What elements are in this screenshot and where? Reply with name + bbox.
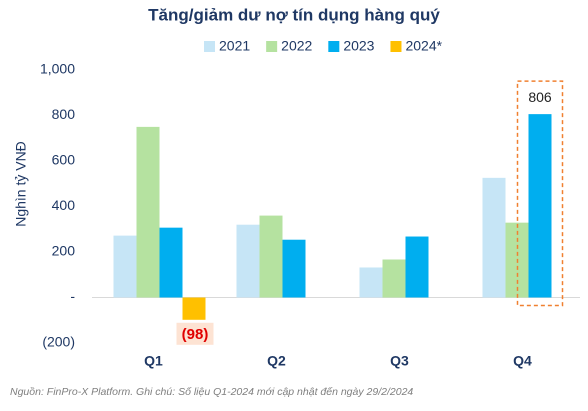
legend-swatch — [328, 41, 340, 52]
data-label: (98) — [182, 326, 209, 343]
data-label: 806 — [528, 89, 552, 105]
bar — [136, 126, 160, 298]
label-bg — [176, 322, 214, 345]
legend-label: 2021 — [219, 38, 250, 54]
bar — [382, 259, 406, 298]
y-tick-label: 600 — [52, 152, 76, 168]
bar — [359, 267, 383, 298]
legend-label: 2024* — [405, 38, 442, 54]
bar — [405, 236, 429, 298]
bar — [482, 177, 506, 298]
bar — [259, 215, 283, 298]
x-tick-label: Q1 — [144, 353, 163, 369]
bar — [236, 224, 260, 298]
bar — [159, 227, 183, 298]
y-axis-label: Nghìn tỷ VNĐ — [13, 141, 29, 227]
y-tick-label: 1,000 — [40, 61, 75, 77]
highlight-box — [516, 80, 564, 307]
y-tick-label: 400 — [52, 197, 76, 213]
chart-title: Tăng/giảm dư nợ tín dụng hàng quý — [148, 5, 440, 24]
legend-label: 2023 — [343, 38, 374, 54]
source-note: Nguồn: FinPro-X Platform. Ghi chú: Số li… — [10, 386, 413, 398]
y-tick-label: 800 — [52, 106, 76, 122]
bar — [113, 235, 137, 298]
y-tick-label: - — [70, 288, 75, 304]
y-tick-label: (200) — [42, 334, 75, 350]
x-tick-label: Q3 — [390, 353, 409, 369]
bar — [528, 114, 552, 298]
x-tick-label: Q4 — [513, 353, 532, 369]
legend-swatch — [266, 41, 278, 52]
x-tick-label: Q2 — [267, 353, 286, 369]
legend-label: 2022 — [281, 38, 312, 54]
legend-swatch — [390, 41, 402, 52]
legend-swatch — [204, 41, 215, 52]
bar — [182, 297, 206, 320]
bar — [282, 239, 306, 298]
y-tick-label: 200 — [52, 243, 76, 259]
